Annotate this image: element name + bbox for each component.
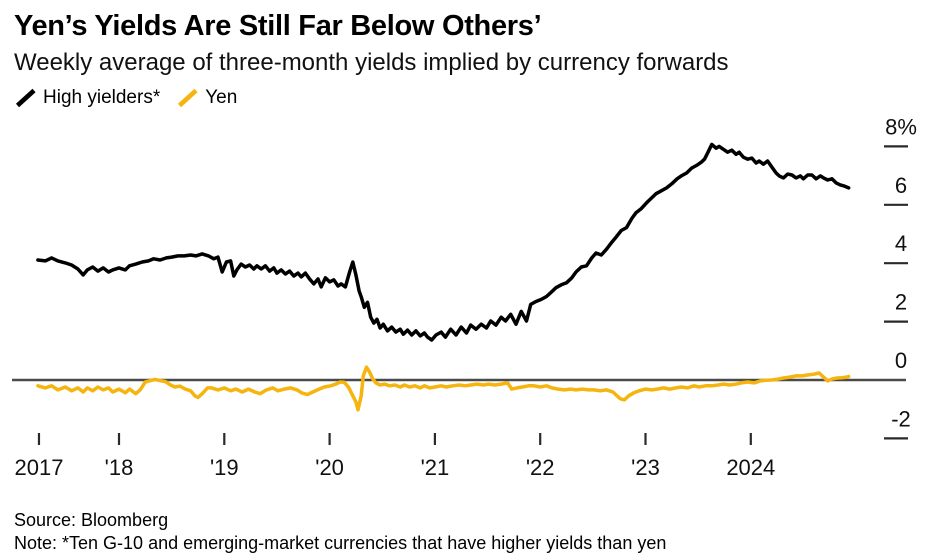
chart-footer: Source: Bloomberg Note: *Ten G-10 and em… [14,509,666,554]
x-tick-label-7: 2024 [726,455,775,480]
chart-legend: High yielders* Yen [14,87,237,109]
yen-slash-icon [178,88,198,108]
series-line-yen [36,365,851,412]
y-tick-label-1: 6 [895,173,907,198]
y-tick-label-2: 4 [895,231,907,256]
x-tick-label-6: '23 [631,455,660,480]
y-tick-label-4: 0 [895,348,907,373]
y-tick-label-5: -2 [891,406,911,431]
chart-subtitle: Weekly average of three-month yields imp… [14,49,729,76]
x-tick-label-3: '20 [315,455,344,480]
series-line-high-yielders [36,142,851,342]
legend-item-yen: Yen [176,87,237,109]
legend-label-yen: Yen [205,87,238,108]
legend-item-high-yielders: High yielders* [14,87,160,109]
x-tick-label-1: '18 [105,455,134,480]
chart-title: Yen’s Yields Are Still Far Below Others’ [14,10,542,42]
x-tick-label-2: '19 [210,455,239,480]
y-tick-label-0: 8% [885,114,917,139]
note-text: Note: *Ten G-10 and emerging-market curr… [14,532,667,553]
x-tick-label-0: 2017 [14,455,63,480]
legend-label-high-yielders: High yielders* [43,87,161,108]
y-tick-label-3: 2 [895,290,907,315]
x-tick-label-5: '22 [526,455,555,480]
high-yielders-slash-icon [15,88,36,108]
source-text: Source: Bloomberg [14,510,169,530]
x-tick-label-4: '21 [421,455,450,480]
